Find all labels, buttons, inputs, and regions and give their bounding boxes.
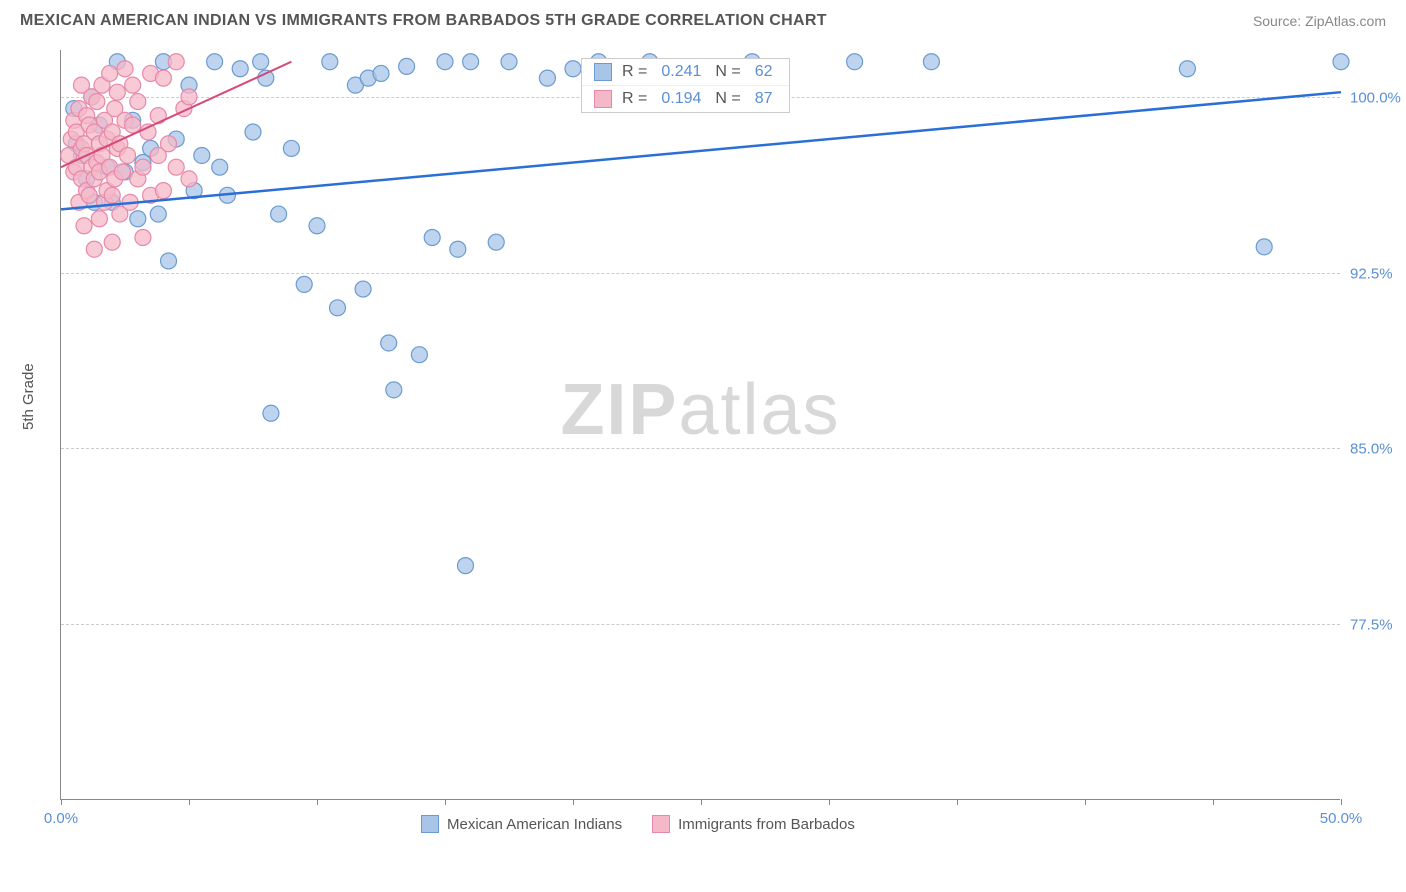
data-point: [437, 54, 453, 70]
data-point: [81, 187, 97, 203]
y-tick-label: 100.0%: [1350, 89, 1406, 106]
data-point: [194, 147, 210, 163]
data-point: [1256, 239, 1272, 255]
data-point: [181, 89, 197, 105]
swatch-series1: [594, 63, 612, 81]
data-point: [450, 241, 466, 257]
data-point: [923, 54, 939, 70]
data-point: [135, 159, 151, 175]
n-label: N =: [715, 90, 740, 108]
data-point: [322, 54, 338, 70]
y-tick-label: 85.0%: [1350, 441, 1406, 458]
data-point: [130, 211, 146, 227]
data-point: [168, 159, 184, 175]
n-value-2: 87: [755, 90, 773, 108]
data-point: [109, 84, 125, 100]
data-point: [373, 65, 389, 81]
swatch-series2: [594, 90, 612, 108]
data-point: [150, 108, 166, 124]
data-point: [271, 206, 287, 222]
r-value-2: 0.194: [661, 90, 701, 108]
data-point: [411, 347, 427, 363]
data-point: [86, 241, 102, 257]
data-point: [104, 187, 120, 203]
legend-label-1: Mexican American Indians: [447, 816, 622, 833]
data-point: [463, 54, 479, 70]
r-label: R =: [622, 90, 647, 108]
r-label: R =: [622, 63, 647, 81]
data-point: [168, 54, 184, 70]
data-point: [283, 140, 299, 156]
y-axis-label: 5th Grade: [20, 363, 37, 430]
scatter-chart: ZIPatlas 77.5%85.0%92.5%100.0% R = 0.241…: [60, 50, 1340, 800]
stats-row-series2: R = 0.194 N = 87: [582, 86, 789, 112]
r-value-1: 0.241: [661, 63, 701, 81]
data-point: [263, 405, 279, 421]
data-point: [253, 54, 269, 70]
stats-row-series1: R = 0.241 N = 62: [582, 59, 789, 86]
data-point: [114, 164, 130, 180]
data-point: [76, 218, 92, 234]
data-point: [125, 117, 141, 133]
data-point: [565, 61, 581, 77]
data-point: [539, 70, 555, 86]
data-point: [232, 61, 248, 77]
legend-label-2: Immigrants from Barbados: [678, 816, 855, 833]
legend-item-2: Immigrants from Barbados: [652, 815, 855, 833]
trend-line: [61, 62, 291, 167]
data-point: [424, 230, 440, 246]
n-label: N =: [715, 63, 740, 81]
chart-title: MEXICAN AMERICAN INDIAN VS IMMIGRANTS FR…: [20, 12, 827, 30]
data-point: [155, 183, 171, 199]
data-point: [207, 54, 223, 70]
data-point: [355, 281, 371, 297]
data-point: [117, 61, 133, 77]
data-point: [161, 253, 177, 269]
data-point: [386, 382, 402, 398]
x-tick-label: 50.0%: [1320, 810, 1363, 827]
data-point: [1179, 61, 1195, 77]
data-point: [329, 300, 345, 316]
data-point: [130, 94, 146, 110]
data-point: [399, 58, 415, 74]
y-tick-label: 92.5%: [1350, 265, 1406, 282]
data-point: [135, 230, 151, 246]
source-label: Source: ZipAtlas.com: [1253, 13, 1386, 29]
n-value-1: 62: [755, 63, 773, 81]
data-point: [501, 54, 517, 70]
data-point: [91, 211, 107, 227]
data-point: [212, 159, 228, 175]
data-point: [296, 276, 312, 292]
x-tick-label: 0.0%: [44, 810, 78, 827]
data-point: [457, 558, 473, 574]
data-point: [120, 147, 136, 163]
data-point: [89, 94, 105, 110]
data-point: [181, 171, 197, 187]
legend-item-1: Mexican American Indians: [421, 815, 622, 833]
data-point: [488, 234, 504, 250]
data-point: [161, 136, 177, 152]
data-point: [125, 77, 141, 93]
data-point: [104, 234, 120, 250]
data-point: [1333, 54, 1349, 70]
data-point: [847, 54, 863, 70]
data-point: [381, 335, 397, 351]
bottom-legend: Mexican American Indians Immigrants from…: [421, 815, 855, 833]
stats-box: R = 0.241 N = 62 R = 0.194 N = 87: [581, 58, 790, 113]
data-point: [309, 218, 325, 234]
data-point: [150, 206, 166, 222]
data-point: [155, 70, 171, 86]
plot-area: [61, 50, 1340, 799]
data-point: [102, 65, 118, 81]
y-tick-label: 77.5%: [1350, 617, 1406, 634]
data-point: [245, 124, 261, 140]
swatch-series2: [652, 815, 670, 833]
swatch-series1: [421, 815, 439, 833]
